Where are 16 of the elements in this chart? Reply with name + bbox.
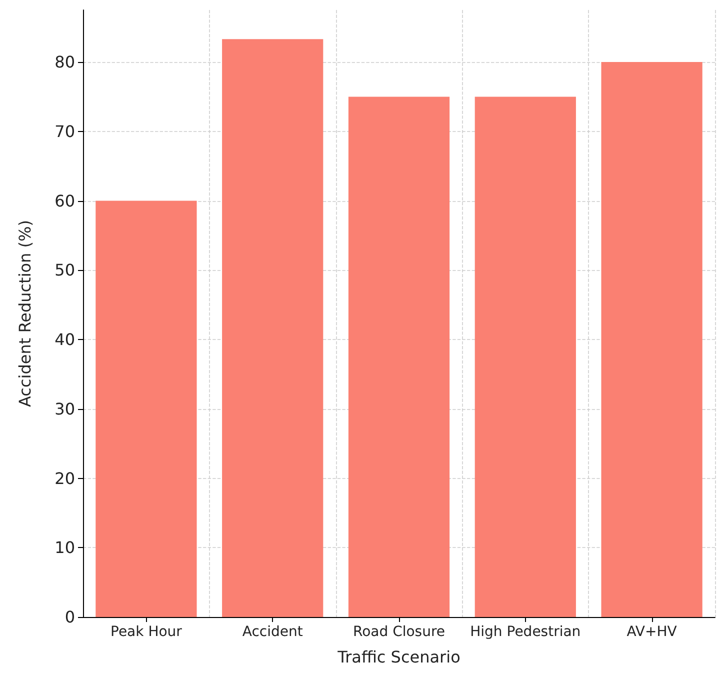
x-tick-label: AV+HV bbox=[626, 624, 678, 640]
y-tick-label: 50 bbox=[54, 260, 75, 280]
x-tick-label: Accident bbox=[242, 624, 304, 640]
y-tick-label: 30 bbox=[54, 399, 75, 418]
x-tick-label: Road Closure bbox=[352, 624, 446, 640]
y-tick-label: 10 bbox=[54, 538, 75, 558]
y-tick-label: 70 bbox=[54, 122, 75, 141]
y-tick-label: 20 bbox=[54, 468, 75, 488]
x-axis-title: Traffic Scenario bbox=[336, 648, 460, 666]
y-tick-label: 40 bbox=[54, 330, 75, 350]
y-tick-label: 0 bbox=[64, 608, 75, 626]
x-tick-label: Peak Hour bbox=[110, 624, 182, 640]
y-axis-title: Accident Reduction (%) bbox=[16, 220, 34, 407]
y-tick-label: 80 bbox=[54, 52, 75, 72]
x-tick-label: High Pedestrian bbox=[470, 624, 581, 640]
y-tick-label: 60 bbox=[54, 191, 75, 210]
